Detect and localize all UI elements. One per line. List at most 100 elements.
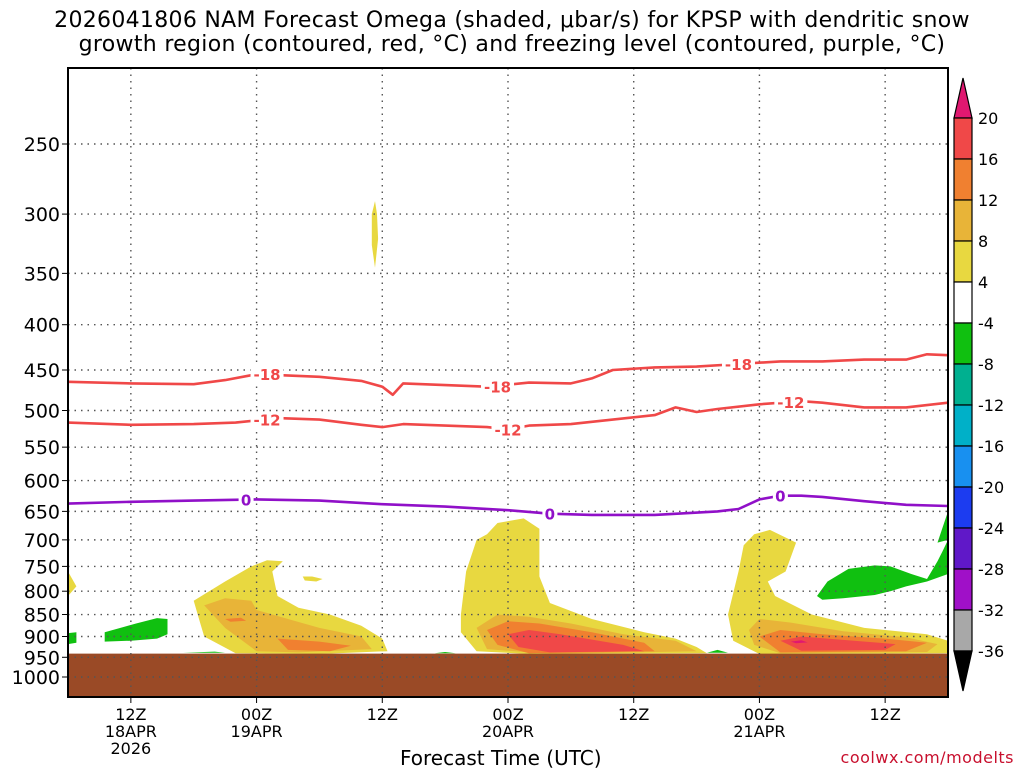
colorbar-band-9 [953,486,973,529]
contour-label-bg-dgz-minus18-2 [721,355,755,372]
colorbar-top-arrow [953,77,973,119]
y-tick-label-800: 800 [24,581,60,603]
omega-neg-right-edge [937,511,948,543]
omega-blob1-spot [225,617,247,622]
contour-label-bg-dgz-minus12-0 [250,411,284,428]
colorbar-label-7: -12 [978,396,1004,415]
colorbar-band-0 [953,117,973,160]
omega-blob3-crimson [780,636,896,651]
contour-label-bg-freezing-level-0-0 [238,491,254,508]
omega-neg-left [104,618,168,642]
x-tick-label-5-1: 00Z [744,705,775,724]
colorbar-label-0: 20 [978,109,998,128]
x-tick-label-0-3: 2026 [110,739,151,758]
y-axis: 2503003504004505005506006507007508008509… [12,134,68,689]
colorbar-label-5: -4 [978,314,994,333]
omega-blob3-yellow-b [733,586,747,599]
omega-blob1-orange [204,598,372,653]
y-tick-label-850: 850 [24,605,60,627]
x-tick-label-1-1: 00Z [241,705,272,724]
y-tick-label-900: 900 [24,626,60,648]
contour-label-freezing-level-0-2: 0 [775,488,785,506]
colorbar-band-7 [953,404,973,447]
y-tick-label-650: 650 [24,501,60,523]
grid-layer [68,68,948,697]
x-tick-label-4-1: 12Z [618,705,649,724]
colorbar-label-11: -28 [978,560,1004,579]
contour-label-dgz-minus12-2: -12 [777,394,804,412]
omega-blob3-spot [790,640,808,644]
x-tick-label-0-1: 12Z [115,705,146,724]
chart-title-line2: growth region (contoured, red, °C) and f… [78,32,946,57]
colorbar-band-1 [953,158,973,201]
colorbar-label-6: -8 [978,355,994,374]
y-tick-label-350: 350 [24,263,60,285]
y-tick-label-1000: 1000 [12,667,60,689]
colorbar-label-9: -20 [978,478,1004,497]
colorbar-band-11 [953,568,973,611]
colorbar-label-8: -16 [978,437,1004,456]
contour-layer: -18 -18 -18 -12 -12 -12 0 0 0 [68,353,948,524]
contour-freezing-level-0 [68,494,948,517]
y-tick-label-450: 450 [24,360,60,382]
contour-label-bg-freezing-level-0-2 [772,487,788,504]
contour-label-bg-dgz-minus12-2 [774,393,808,410]
chart-title-line1: 2026041806 NAM Forecast Omega (shaded, μ… [54,8,970,33]
omega-neg-right-main [817,539,948,600]
contour-label-freezing-level-0-1: 0 [545,506,555,524]
colorbar-label-1: 16 [978,150,998,169]
y-tick-label-550: 550 [24,437,60,459]
x-tick-label-3-1: 00Z [492,705,523,724]
colorbar-bottom-arrow [953,650,973,692]
omega-neg-edge [68,632,77,645]
contour-label-bg-dgz-minus18-0 [250,366,284,383]
omega-blob2-crimson [508,630,645,653]
contour-label-freezing-level-0-0: 0 [241,491,251,509]
contour-label-dgz-minus18-0: -18 [253,366,280,384]
colorbar-band-8 [953,445,973,488]
x-tick-label-0-2: 18APR [105,722,157,741]
x-tick-label-3-2: 20APR [482,722,534,741]
x-tick-label-2-1: 12Z [367,705,398,724]
colorbar-label-2: 12 [978,191,998,210]
colorbar: 20 16 12 8 4 -4 -8 -12 -16 -20 -24 -28 -32 -36 [953,77,1004,692]
colorbar-band-10 [953,527,973,570]
x-tick-label-6-1: 12Z [869,705,900,724]
y-tick-label-250: 250 [24,134,60,156]
x-axis-title: Forecast Time (UTC) [400,746,602,770]
colorbar-label-13: -36 [978,642,1004,661]
colorbar-label-3: 8 [978,232,988,251]
contour-label-dgz-minus12-1: -12 [494,421,521,439]
credit-link[interactable]: coolwx.com/modelts [840,748,1014,767]
colorbar-band-6 [953,363,973,406]
contour-label-dgz-minus18-2: -18 [725,356,752,374]
colorbar-band-12 [953,609,973,652]
y-tick-label-300: 300 [24,204,60,226]
y-tick-label-750: 750 [24,556,60,578]
omega-blob1-red [277,638,351,652]
colorbar-band-4 [953,281,973,324]
contour-label-dgz-minus18-1: -18 [484,379,511,397]
colorbar-label-12: -32 [978,601,1004,620]
colorbar-band-2 [953,199,973,242]
omega-neg-base1 [183,651,226,653]
y-tick-label-400: 400 [24,315,60,337]
y-tick-label-950: 950 [24,647,60,669]
omega-neg-base2 [434,652,456,654]
y-tick-label-500: 500 [24,401,60,423]
omega-neg-base3 [707,649,728,653]
y-tick-label-600: 600 [24,471,60,493]
y-tick-label-700: 700 [24,530,60,552]
contour-label-bg-dgz-minus18-1 [481,378,515,395]
omega-shading-layer [68,201,948,654]
colorbar-band-5 [953,322,973,365]
x-tick-label-5-2: 21APR [733,722,785,741]
colorbar-label-10: -24 [978,519,1004,538]
contour-label-bg-dgz-minus12-1 [491,421,525,438]
contour-label-bg-freezing-level-0-1 [542,505,558,522]
omega-left-edge [68,571,77,596]
contour-label-dgz-minus12-0: -12 [253,412,280,430]
